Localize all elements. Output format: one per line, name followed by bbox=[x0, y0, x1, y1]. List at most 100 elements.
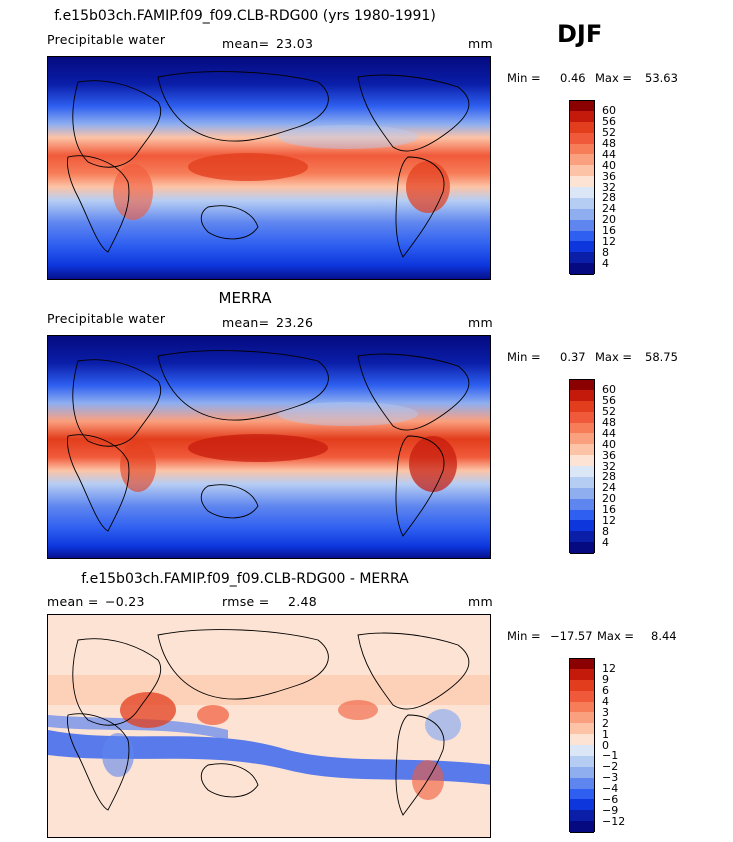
panel-3-colorbar-tick-label: 0 bbox=[602, 738, 609, 752]
panel-2-variable: Precipitable water bbox=[47, 311, 166, 326]
panel-2-colorbar-swatch bbox=[570, 498, 594, 510]
panel-3-colorbar-tick-label: −9 bbox=[602, 803, 619, 817]
panel-2-colorbar-tick-label: 24 bbox=[602, 481, 616, 495]
panel-2-min-label: Min = bbox=[507, 350, 541, 364]
panel-2-map bbox=[47, 335, 491, 559]
panel-1-colorbar-tick-label: 16 bbox=[602, 224, 616, 237]
panel-1-colorbar-swatch bbox=[570, 219, 594, 231]
panel-1-colorbar-tick-label: 4 bbox=[602, 256, 609, 270]
panel-2-colorbar-tick-label: 20 bbox=[602, 492, 616, 506]
panel-3-colorbar-swatch bbox=[570, 690, 594, 702]
panel-2-colorbar-tick-label: 28 bbox=[602, 470, 616, 484]
panel-3-mean-value: −0.23 bbox=[105, 594, 145, 609]
panel-1-colorbar-swatch bbox=[570, 208, 594, 221]
panel-3-colorbar-swatch bbox=[570, 755, 594, 768]
panel-3-colorbar-tick-label: 1 bbox=[602, 727, 609, 741]
panel-2-colorbar-swatches bbox=[569, 379, 595, 554]
panel-2-mean-label: mean= bbox=[222, 315, 270, 330]
panel-3-max-value: 8.44 bbox=[651, 629, 677, 643]
panel-3-colorbar-swatch bbox=[570, 679, 594, 692]
panel-2-colorbar-swatch bbox=[570, 487, 594, 500]
panel-1-colorbar-swatch bbox=[570, 121, 594, 134]
panel-2-colorbar-swatch bbox=[570, 542, 594, 554]
panel-2-colorbar-tick-label: 44 bbox=[602, 426, 616, 440]
panel-3-colorbar-swatch bbox=[570, 723, 594, 735]
panel-2-colorbar-swatch bbox=[570, 433, 594, 445]
panel-3-colorbar-tick-label: 3 bbox=[602, 705, 609, 719]
panel-1-colorbar-swatch bbox=[570, 241, 594, 253]
panel-2-max-value: 58.75 bbox=[645, 350, 678, 364]
panel-2-max-label: Max = bbox=[595, 350, 633, 364]
panel-2-colorbar-swatch bbox=[570, 389, 594, 402]
panel-1-colorbar-swatch bbox=[570, 132, 594, 144]
panel-1-colorbar-swatch bbox=[570, 176, 594, 188]
panel-3-colorbar-swatch bbox=[570, 658, 594, 670]
panel-3-colorbar-tick-label: −1 bbox=[602, 749, 619, 763]
panel-1-colorbar-swatch bbox=[570, 187, 594, 199]
panel-1-mean-label: mean= bbox=[222, 36, 270, 51]
panel-1-min-label: Min = bbox=[507, 71, 541, 85]
panel-3-colorbar-swatch bbox=[570, 712, 594, 724]
panel-2-colorbar-swatch bbox=[570, 400, 594, 413]
panel-1-colorbar-tick-label: 8 bbox=[602, 245, 609, 259]
panel-3-rmse-label: rmse = bbox=[222, 594, 270, 609]
panel-3-colorbar-tick-label: −4 bbox=[602, 782, 619, 795]
panel-1-colorbar-tick-label: 48 bbox=[602, 137, 616, 150]
panel-1-mean-value: 23.03 bbox=[276, 36, 314, 51]
panel-2-colorbar-tick-label: 56 bbox=[602, 394, 616, 408]
panel-2-colorbar-tick-label: 40 bbox=[602, 437, 616, 451]
panel-1-units: mm bbox=[468, 36, 493, 51]
panel-2-colorbar-swatch bbox=[570, 476, 594, 489]
panel-3-colorbar-tick-label: 12 bbox=[602, 662, 616, 676]
panel-3-units: mm bbox=[468, 594, 493, 609]
panel-3-colorbar-swatch bbox=[570, 745, 594, 757]
panel-2-colorbar-swatch bbox=[570, 455, 594, 467]
panel-3-min-value: −17.57 bbox=[550, 629, 593, 643]
panel-3-rmse-value: 2.48 bbox=[288, 594, 318, 609]
panel-1-min-value: 0.46 bbox=[560, 71, 586, 85]
panel-1-colorbar-swatch bbox=[570, 252, 594, 264]
panel-1-max-label: Max = bbox=[595, 71, 633, 85]
panel-3-mean-label: mean = bbox=[47, 594, 99, 609]
panel-3-colorbar-tick-label: −12 bbox=[602, 814, 626, 828]
panel-3-colorbar-swatch bbox=[570, 668, 594, 681]
panel-2-colorbar-swatch bbox=[570, 466, 594, 478]
panel-2-colorbar-swatch bbox=[570, 422, 594, 434]
panel-1-colorbar-tick-label: 24 bbox=[602, 202, 616, 216]
panel-2-title: MERRA bbox=[218, 289, 272, 307]
panel-1-colorbar-tick-label: 20 bbox=[602, 213, 616, 227]
panel-3-colorbar-tick-label: −2 bbox=[602, 760, 619, 774]
panel-3-max-label: Max = bbox=[597, 629, 635, 643]
panel-2-colorbar-swatch bbox=[570, 531, 594, 543]
panel-1-colorbar-swatch bbox=[570, 197, 594, 210]
panel-3-colorbar-swatch bbox=[570, 701, 594, 713]
panel-2-colorbar-tick-label: 16 bbox=[602, 503, 616, 516]
panel-3-colorbar-swatch bbox=[570, 734, 594, 746]
panel-3-colorbar-tick-label: −6 bbox=[602, 792, 619, 806]
panel-2-colorbar-tick-label: 32 bbox=[602, 459, 616, 473]
panel-1-colorbar-tick-label: 28 bbox=[602, 191, 616, 205]
panel-2-coastlines bbox=[67, 350, 470, 537]
panel-1-colorbar-tick-label: 60 bbox=[602, 104, 616, 118]
panel-2-colorbar-tick-label: 12 bbox=[602, 513, 616, 527]
panel-1-colorbar-swatch bbox=[570, 230, 594, 242]
panel-2-units: mm bbox=[468, 315, 493, 330]
panel-2-colorbar-swatch bbox=[570, 444, 594, 456]
panel-3-colorbar-tick-label: 4 bbox=[602, 695, 609, 708]
panel-2-colorbar-tick-label: 48 bbox=[602, 416, 616, 429]
panel-3-colorbar-swatch bbox=[570, 821, 594, 833]
panel-3-colorbar-swatches bbox=[569, 658, 595, 833]
panel-2-min-value: 0.37 bbox=[560, 350, 586, 364]
panel-2-colorbar-tick-label: 36 bbox=[602, 448, 616, 462]
panel-3-colorbar-tick-label: −3 bbox=[602, 771, 619, 785]
panel-1-colorbar-swatch bbox=[570, 154, 594, 166]
panel-3-map bbox=[47, 614, 491, 838]
panel-1-colorbar-tick-label: 12 bbox=[602, 234, 616, 248]
panel-1-colorbar-tick-label: 44 bbox=[602, 147, 616, 161]
panel-1-colorbar-swatch bbox=[570, 165, 594, 177]
panel-2-mean-value: 23.26 bbox=[276, 315, 314, 330]
panel-1-coastlines bbox=[67, 71, 470, 258]
panel-1-colorbar-swatches bbox=[569, 100, 595, 275]
panel-2-colorbar-swatch bbox=[570, 411, 594, 423]
panel-3-title: f.e15b03ch.FAMIP.f09_f09.CLB-RDG00 - MER… bbox=[81, 571, 409, 587]
